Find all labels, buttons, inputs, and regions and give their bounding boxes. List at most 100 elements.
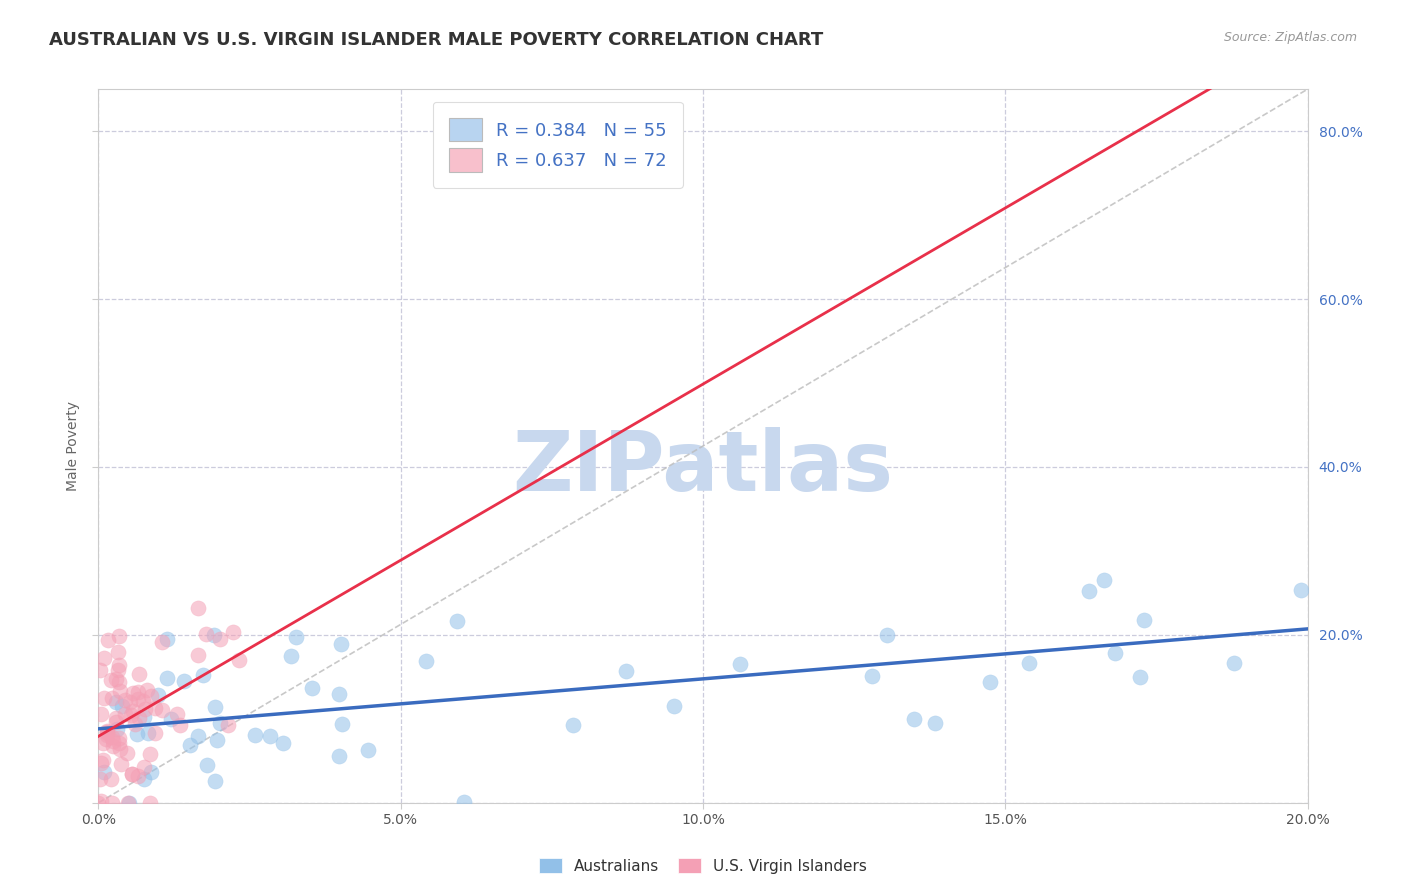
Point <box>89 663 111 677</box>
Point <box>903 712 925 726</box>
Point <box>108 731 131 746</box>
Point <box>108 742 131 756</box>
Point <box>160 712 183 726</box>
Point <box>156 671 179 685</box>
Point <box>330 637 353 651</box>
Point <box>105 710 128 724</box>
Point <box>100 673 122 688</box>
Point <box>90 794 112 808</box>
Point <box>104 695 127 709</box>
Legend: R = 0.384   N = 55, R = 0.637   N = 72: R = 0.384 N = 55, R = 0.637 N = 72 <box>433 102 683 188</box>
Point <box>357 743 380 757</box>
Point <box>107 629 129 643</box>
Point <box>114 693 136 707</box>
Point <box>101 739 124 753</box>
Point <box>150 703 173 717</box>
Point <box>217 717 239 731</box>
Point <box>91 753 114 767</box>
Point <box>96 723 118 738</box>
Point <box>280 649 302 664</box>
Point <box>96 726 118 740</box>
Point <box>145 726 167 740</box>
Y-axis label: Male Poverty: Male Poverty <box>66 401 80 491</box>
Point <box>100 772 122 786</box>
Point <box>131 694 153 708</box>
Point <box>136 725 159 739</box>
Point <box>204 700 226 714</box>
Point <box>195 627 218 641</box>
Point <box>169 717 191 731</box>
Point <box>1018 657 1040 671</box>
Point <box>728 657 751 672</box>
Text: ZIPatlas: ZIPatlas <box>513 427 893 508</box>
Point <box>96 725 118 739</box>
Point <box>134 702 156 716</box>
Point <box>120 695 142 709</box>
Point <box>195 758 218 772</box>
Point <box>179 738 201 752</box>
Point <box>221 625 243 640</box>
Legend: Australians, U.S. Virgin Islanders: Australians, U.S. Virgin Islanders <box>533 852 873 880</box>
Point <box>110 757 132 772</box>
Point <box>208 632 231 646</box>
Point <box>110 684 132 698</box>
Point <box>124 717 146 731</box>
Point <box>205 733 228 747</box>
Point <box>139 796 162 810</box>
Point <box>150 635 173 649</box>
Point <box>101 796 124 810</box>
Point <box>328 687 350 701</box>
Point <box>245 728 267 742</box>
Point <box>121 767 143 781</box>
Point <box>191 668 214 682</box>
Point <box>107 736 129 750</box>
Point <box>103 734 125 748</box>
Point <box>1092 573 1115 587</box>
Point <box>1291 583 1313 598</box>
Point <box>143 701 166 715</box>
Point <box>228 653 250 667</box>
Point <box>101 730 124 744</box>
Point <box>1129 670 1152 684</box>
Point <box>187 601 209 615</box>
Point <box>1223 656 1246 670</box>
Point <box>208 716 231 731</box>
Point <box>332 717 354 731</box>
Point <box>562 718 585 732</box>
Point <box>979 675 1001 690</box>
Point <box>114 706 136 721</box>
Point <box>118 796 141 810</box>
Point <box>860 669 883 683</box>
Point <box>204 773 226 788</box>
Point <box>91 736 114 750</box>
Point <box>141 689 163 703</box>
Point <box>122 704 145 718</box>
Point <box>876 628 898 642</box>
Point <box>446 614 468 628</box>
Point <box>134 760 156 774</box>
Point <box>105 672 128 686</box>
Point <box>1077 583 1099 598</box>
Point <box>166 706 188 721</box>
Point <box>111 698 134 713</box>
Point <box>94 732 117 747</box>
Point <box>128 666 150 681</box>
Text: Source: ZipAtlas.com: Source: ZipAtlas.com <box>1223 31 1357 45</box>
Point <box>138 747 160 761</box>
Point <box>136 683 159 698</box>
Point <box>284 630 307 644</box>
Point <box>662 698 685 713</box>
Point <box>120 707 142 722</box>
Point <box>453 796 475 810</box>
Point <box>187 648 209 662</box>
Point <box>121 767 143 781</box>
Point <box>415 654 437 668</box>
Point <box>115 747 138 761</box>
Point <box>1104 646 1126 660</box>
Point <box>924 715 946 730</box>
Point <box>127 685 149 699</box>
Point <box>93 690 115 705</box>
Point <box>108 675 131 690</box>
Point <box>97 633 120 648</box>
Point <box>90 756 112 771</box>
